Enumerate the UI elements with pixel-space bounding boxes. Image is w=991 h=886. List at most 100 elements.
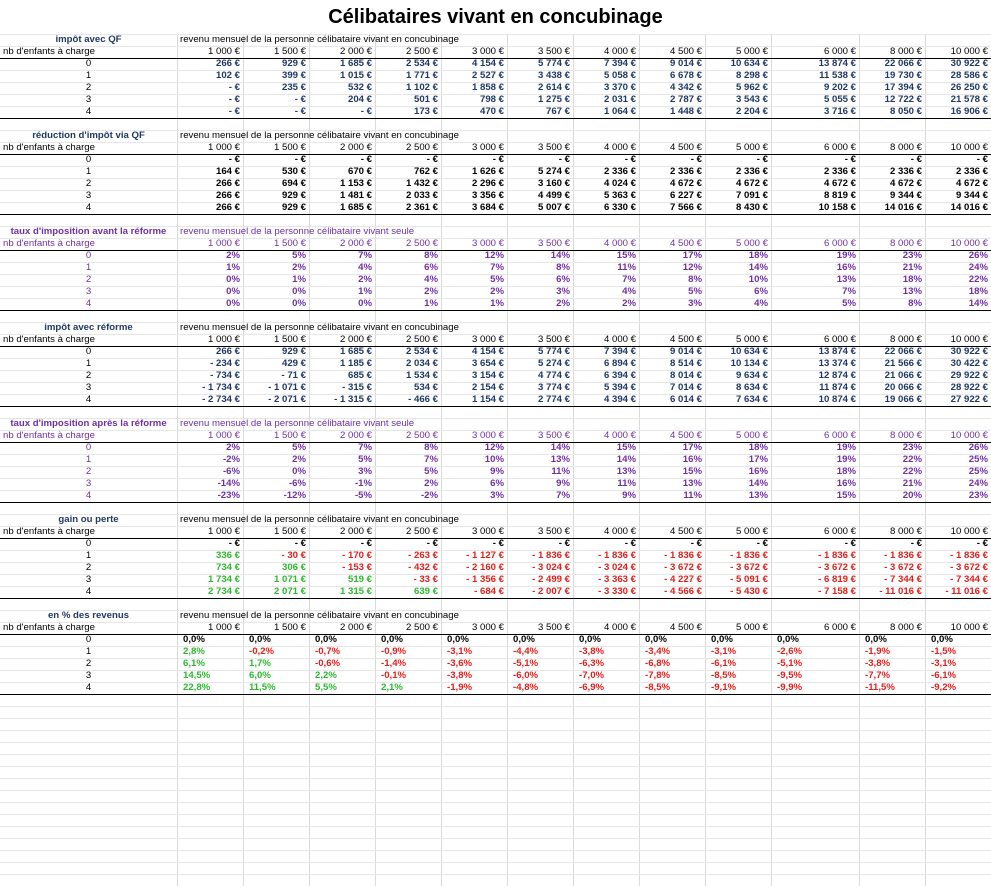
column-header[interactable]: 8 000 € xyxy=(889,526,922,537)
table-cell[interactable]: 1 685 € xyxy=(339,58,372,69)
table-cell[interactable]: 9 014 € xyxy=(669,58,702,69)
table-cell[interactable]: 6% xyxy=(556,274,570,285)
table-cell[interactable]: 2 336 € xyxy=(669,166,702,177)
table-cell[interactable]: 18% xyxy=(836,466,856,477)
table-cell[interactable]: 14% xyxy=(748,478,768,489)
table-cell[interactable]: 23% xyxy=(902,442,922,453)
table-cell[interactable]: 7% xyxy=(622,274,636,285)
table-cell[interactable]: 14% xyxy=(550,250,570,261)
table-cell[interactable]: 7 394 € xyxy=(603,58,636,69)
table-cell[interactable]: 0% xyxy=(292,466,306,477)
table-cell[interactable]: 17% xyxy=(682,442,702,453)
table-cell[interactable]: 1,7% xyxy=(249,658,271,669)
table-cell[interactable]: 7 634 € xyxy=(735,394,768,405)
table-cell[interactable]: 13% xyxy=(836,274,856,285)
table-cell[interactable]: 1 153 € xyxy=(339,178,372,189)
table-cell[interactable]: 429 € xyxy=(281,358,306,369)
table-cell[interactable]: 1 858 € xyxy=(471,82,504,93)
table-cell[interactable]: 21 566 € xyxy=(884,358,922,369)
column-header[interactable]: 1 000 € xyxy=(207,238,240,249)
table-cell[interactable]: -11,5% xyxy=(865,682,895,693)
table-cell[interactable]: -7,7% xyxy=(865,670,891,681)
table-cell[interactable]: - 30 € xyxy=(281,550,306,561)
table-cell[interactable]: 4 154 € xyxy=(471,346,504,357)
table-cell[interactable]: 2 034 € xyxy=(405,358,438,369)
table-cell[interactable]: 22,8% xyxy=(183,682,211,693)
table-cell[interactable]: 0,0% xyxy=(315,634,337,645)
table-cell[interactable]: 17% xyxy=(748,454,768,465)
column-header[interactable]: 6 000 € xyxy=(823,46,856,57)
table-cell[interactable]: 13% xyxy=(616,466,636,477)
table-cell[interactable]: 19 066 € xyxy=(884,394,922,405)
table-cell[interactable]: -1,9% xyxy=(447,682,473,693)
table-cell[interactable]: 1 771 € xyxy=(405,70,438,81)
table-cell[interactable]: 1 481 € xyxy=(339,190,372,201)
table-cell[interactable]: 1% xyxy=(490,298,504,309)
table-cell[interactable]: 8% xyxy=(556,262,570,273)
table-cell[interactable]: - € xyxy=(360,154,372,165)
column-header[interactable]: 10 000 € xyxy=(950,46,988,57)
table-cell[interactable]: - 2 007 € xyxy=(532,586,570,597)
table-cell[interactable]: -6,9% xyxy=(579,682,605,693)
table-cell[interactable]: 2 336 € xyxy=(889,166,922,177)
table-cell[interactable]: 3 356 € xyxy=(471,190,504,201)
column-header[interactable]: 4 000 € xyxy=(603,46,636,57)
column-header[interactable]: 3 500 € xyxy=(537,46,570,57)
table-cell[interactable]: 5 055 € xyxy=(823,94,856,105)
table-cell[interactable]: 0% xyxy=(292,298,306,309)
table-cell[interactable]: 306 € xyxy=(281,562,306,573)
table-cell[interactable]: 22% xyxy=(902,454,922,465)
column-header[interactable]: 2 500 € xyxy=(405,334,438,345)
column-header[interactable]: 2 500 € xyxy=(405,238,438,249)
column-header[interactable]: 8 000 € xyxy=(889,238,922,249)
table-cell[interactable]: 7 566 € xyxy=(669,202,702,213)
table-cell[interactable]: 685 € xyxy=(347,370,372,381)
table-cell[interactable]: 6 014 € xyxy=(669,394,702,405)
table-cell[interactable]: -3,1% xyxy=(931,658,957,669)
table-cell[interactable]: 4 672 € xyxy=(889,178,922,189)
column-header[interactable]: 2 500 € xyxy=(405,622,438,633)
table-cell[interactable]: - 1 356 € xyxy=(466,574,504,585)
table-cell[interactable]: - € xyxy=(976,154,988,165)
column-header[interactable]: 4 500 € xyxy=(669,46,702,57)
table-cell[interactable]: - € xyxy=(294,538,306,549)
column-header[interactable]: 2 000 € xyxy=(339,526,372,537)
table-cell[interactable]: - 170 € xyxy=(342,550,372,561)
table-cell[interactable]: 4% xyxy=(622,286,636,297)
table-cell[interactable]: 13% xyxy=(902,286,922,297)
table-cell[interactable]: -0,2% xyxy=(249,646,275,657)
column-header[interactable]: 10 000 € xyxy=(950,238,988,249)
table-cell[interactable]: 8% xyxy=(424,250,438,261)
table-cell[interactable]: 2 336 € xyxy=(955,166,988,177)
table-cell[interactable]: 11% xyxy=(683,490,702,501)
column-header[interactable]: 2 500 € xyxy=(405,142,438,153)
table-cell[interactable]: 20 066 € xyxy=(884,382,922,393)
table-cell[interactable]: 3 716 € xyxy=(823,106,856,117)
table-cell[interactable]: 14% xyxy=(968,298,988,309)
table-cell[interactable]: 13 874 € xyxy=(818,58,856,69)
table-cell[interactable]: - 1 071 € xyxy=(268,382,306,393)
table-cell[interactable]: 5% xyxy=(424,466,438,477)
column-header[interactable]: 1 500 € xyxy=(273,526,306,537)
column-header[interactable]: 2 500 € xyxy=(405,46,438,57)
table-cell[interactable]: - € xyxy=(558,538,570,549)
table-cell[interactable]: 1 102 € xyxy=(405,82,438,93)
table-cell[interactable]: -2% xyxy=(222,454,240,465)
table-cell[interactable]: 11% xyxy=(617,262,636,273)
table-cell[interactable]: - 3 024 € xyxy=(598,562,636,573)
table-cell[interactable]: 0,0% xyxy=(865,634,887,645)
column-header[interactable]: 8 000 € xyxy=(889,622,922,633)
table-cell[interactable]: 2% xyxy=(358,274,372,285)
table-cell[interactable]: 1 685 € xyxy=(339,346,372,357)
table-cell[interactable]: 5 007 € xyxy=(537,202,570,213)
table-cell[interactable]: 5% xyxy=(292,250,306,261)
column-header[interactable]: 1 500 € xyxy=(273,238,306,249)
table-cell[interactable]: 2 336 € xyxy=(823,166,856,177)
table-cell[interactable]: 6 227 € xyxy=(669,190,702,201)
table-cell[interactable]: 266 € xyxy=(215,178,240,189)
table-cell[interactable]: 102 € xyxy=(215,70,240,81)
table-cell[interactable]: - 3 672 € xyxy=(664,562,702,573)
table-cell[interactable]: 12% xyxy=(682,262,702,273)
table-cell[interactable]: -2,6% xyxy=(777,646,803,657)
table-cell[interactable]: - € xyxy=(294,106,306,117)
